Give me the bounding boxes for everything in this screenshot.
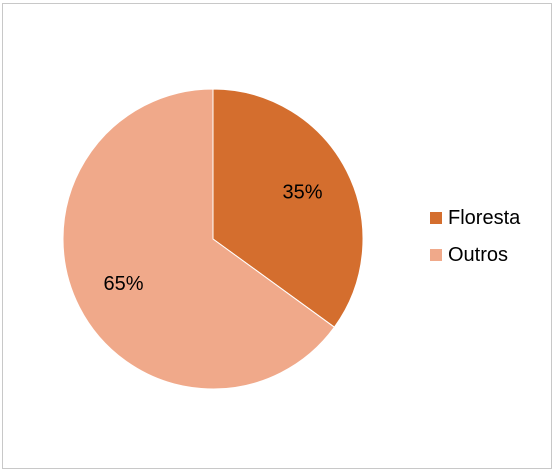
legend: Floresta Outros [430, 203, 520, 277]
legend-item-floresta: Floresta [430, 203, 520, 233]
legend-swatch-outros [430, 249, 442, 261]
pie-slices [62, 88, 364, 390]
pie-slice-label-floresta: 35% [282, 182, 322, 204]
pie-slice-labels: 35% 65% [103, 182, 322, 295]
legend-swatch-floresta [430, 212, 442, 224]
pie-slice-outros [62, 88, 336, 390]
legend-label-outros: Outros [448, 244, 509, 266]
pie-slice-floresta [212, 88, 364, 328]
legend-item-outros: Outros [430, 240, 520, 270]
pie-slice-label-outros: 65% [103, 273, 143, 295]
legend-label-floresta: Floresta [448, 207, 521, 229]
